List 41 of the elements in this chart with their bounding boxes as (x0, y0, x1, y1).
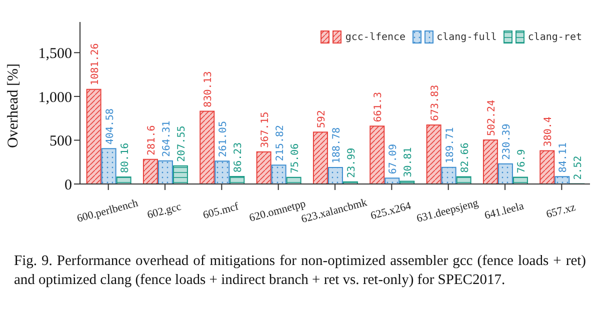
data-label: 207.55 (176, 126, 188, 162)
data-label: 380.4 (543, 116, 554, 147)
x-tick-label: 657.xz (545, 201, 577, 221)
data-label: 80.16 (120, 142, 131, 173)
data-label: 230.39 (501, 124, 512, 160)
y-tick-label: 1,500 (38, 46, 72, 62)
data-label: 281.6 (146, 125, 158, 156)
data-label: 830.13 (203, 71, 214, 108)
data-label: 673.83 (430, 84, 441, 121)
y-tick-label: 500 (50, 134, 72, 150)
data-label: 67.09 (388, 144, 400, 174)
legend-label: gcc-lfence (344, 30, 406, 44)
data-label: 75.06 (290, 143, 301, 174)
data-label: 30.81 (403, 147, 414, 178)
data-label: 502.24 (486, 100, 498, 136)
data-label: 367.15 (260, 112, 271, 148)
legend-label: clang-ret (526, 30, 582, 44)
data-label: 76.9 (516, 149, 528, 174)
data-label: 592 (316, 110, 328, 128)
data-label: 82.66 (460, 142, 471, 173)
y-tick-label: 1,000 (38, 90, 72, 106)
x-tick-label: 625.x264 (369, 200, 413, 222)
y-tick-label: 0 (64, 177, 72, 194)
x-tick-label: 641.leela (483, 200, 526, 222)
data-label: 404.58 (104, 108, 116, 145)
data-label: 1081.26 (90, 43, 101, 86)
data-label: 2.52 (573, 156, 584, 180)
legend-label: clang-full (436, 30, 497, 44)
x-tick-label: 605.mcf (202, 200, 240, 222)
data-label: 215.82 (274, 124, 286, 162)
data-label: 86.23 (233, 142, 244, 172)
data-label: 23.99 (346, 148, 358, 178)
data-label: 189.71 (444, 127, 456, 164)
data-label: 661.3 (373, 92, 384, 122)
data-label: 84.11 (558, 142, 570, 173)
data-label: 261.05 (218, 121, 230, 158)
data-label: 264.31 (161, 120, 172, 157)
caption: Fig. 9. Performance overhead of mitigations for non-optimized assembler gcc (fence loads + ret) and optimized clang (fence loads + indirect branch + ret vs. ret-only) for SPEC2017. (14, 252, 586, 290)
x-tick-label: 602.gcc (146, 200, 183, 222)
data-label: 188.78 (331, 127, 342, 164)
y-axis-title: Overhead [%] (5, 63, 22, 148)
